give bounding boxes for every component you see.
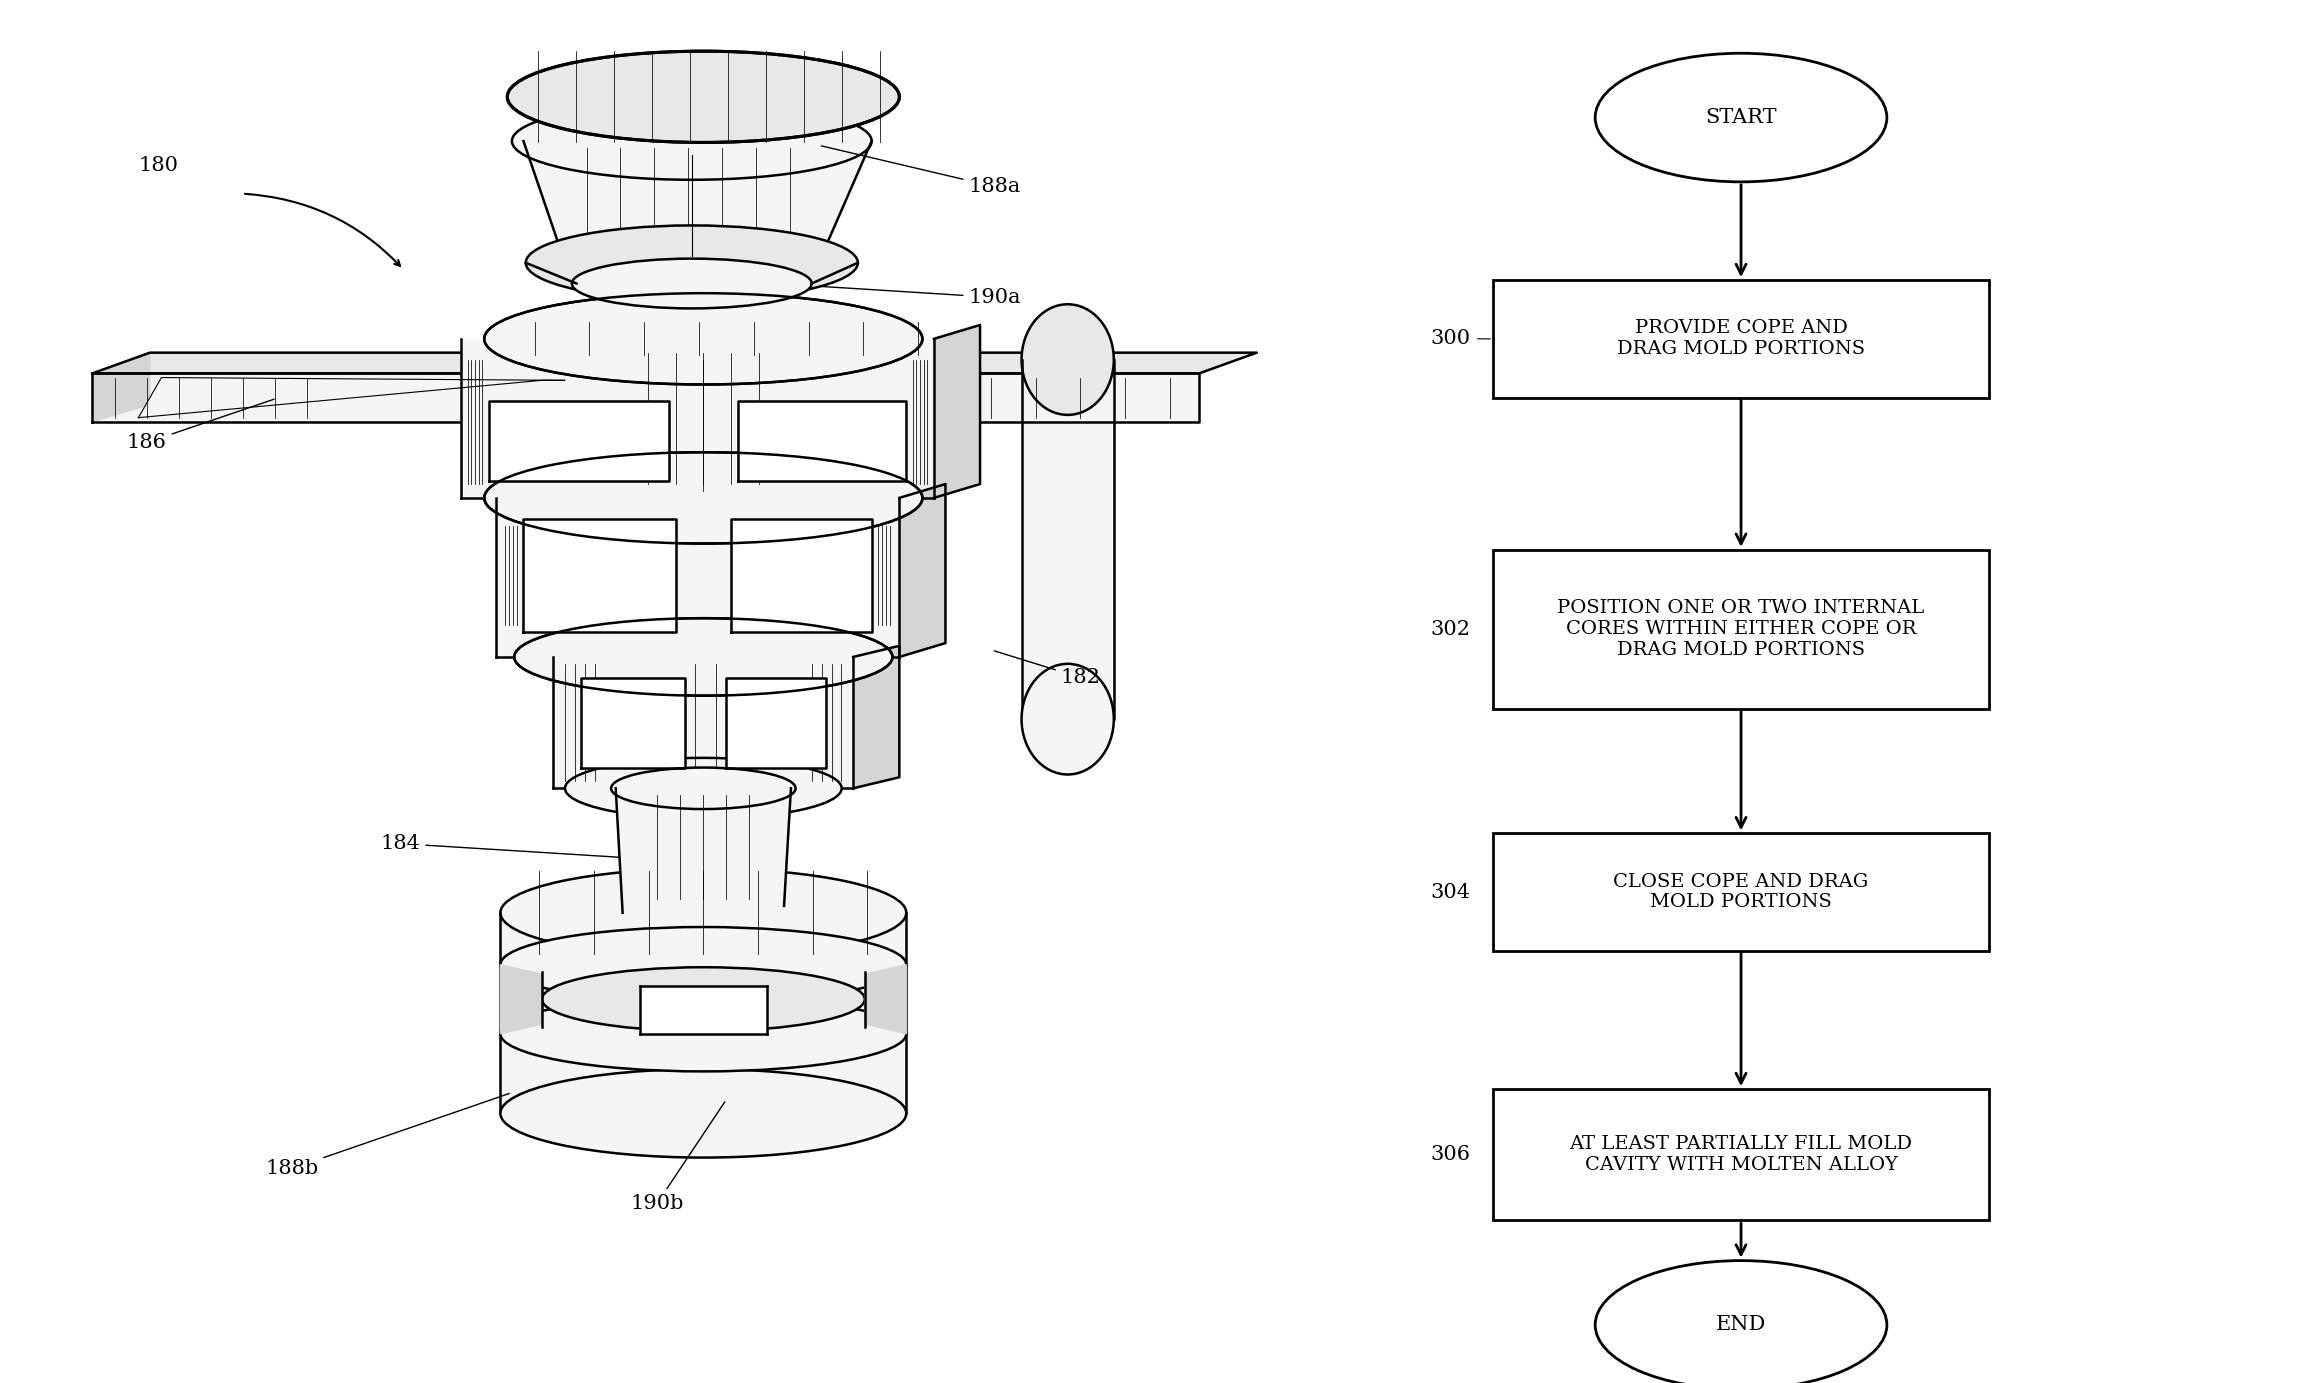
Ellipse shape bbox=[1022, 304, 1114, 415]
Polygon shape bbox=[934, 325, 980, 498]
Ellipse shape bbox=[565, 758, 842, 819]
Polygon shape bbox=[726, 678, 826, 768]
Polygon shape bbox=[639, 986, 766, 1034]
Bar bbox=[1494, 833, 1988, 952]
Text: 302: 302 bbox=[1430, 620, 1469, 639]
Ellipse shape bbox=[500, 996, 906, 1072]
Text: 182: 182 bbox=[994, 651, 1100, 687]
Text: 190b: 190b bbox=[630, 1102, 724, 1213]
Bar bbox=[1494, 279, 1988, 398]
Text: AT LEAST PARTIALLY FILL MOLD
CAVITY WITH MOLTEN ALLOY: AT LEAST PARTIALLY FILL MOLD CAVITY WITH… bbox=[1570, 1135, 1912, 1174]
Polygon shape bbox=[496, 498, 899, 657]
Ellipse shape bbox=[542, 967, 865, 1032]
Polygon shape bbox=[616, 788, 791, 913]
Ellipse shape bbox=[1596, 53, 1886, 183]
Bar bbox=[1494, 549, 1988, 708]
Text: CLOSE COPE AND DRAG
MOLD PORTIONS: CLOSE COPE AND DRAG MOLD PORTIONS bbox=[1614, 873, 1868, 911]
Polygon shape bbox=[489, 401, 669, 481]
Bar bbox=[1494, 1090, 1988, 1221]
Text: 184: 184 bbox=[380, 834, 620, 857]
Polygon shape bbox=[731, 519, 872, 632]
Text: 188a: 188a bbox=[821, 145, 1022, 196]
Text: 190a: 190a bbox=[821, 286, 1022, 307]
Text: PROVIDE COPE AND
DRAG MOLD PORTIONS: PROVIDE COPE AND DRAG MOLD PORTIONS bbox=[1617, 319, 1866, 358]
Polygon shape bbox=[865, 965, 906, 1034]
Polygon shape bbox=[500, 913, 906, 1113]
Polygon shape bbox=[138, 378, 565, 418]
Ellipse shape bbox=[1022, 664, 1114, 774]
Polygon shape bbox=[500, 965, 542, 1034]
Ellipse shape bbox=[500, 869, 906, 957]
Ellipse shape bbox=[500, 927, 906, 1003]
Polygon shape bbox=[738, 401, 906, 481]
Ellipse shape bbox=[512, 102, 872, 180]
Ellipse shape bbox=[558, 235, 826, 290]
Ellipse shape bbox=[572, 259, 812, 308]
Text: START: START bbox=[1704, 108, 1778, 127]
Ellipse shape bbox=[500, 1069, 906, 1158]
Ellipse shape bbox=[526, 225, 858, 300]
Text: END: END bbox=[1716, 1315, 1766, 1335]
Ellipse shape bbox=[1596, 1261, 1886, 1383]
Polygon shape bbox=[853, 646, 899, 788]
Text: 180: 180 bbox=[138, 156, 178, 176]
Polygon shape bbox=[523, 127, 565, 256]
Polygon shape bbox=[899, 484, 945, 657]
Text: 306: 306 bbox=[1430, 1145, 1469, 1164]
Polygon shape bbox=[576, 263, 812, 284]
Polygon shape bbox=[461, 339, 934, 498]
Ellipse shape bbox=[484, 452, 922, 544]
Polygon shape bbox=[523, 519, 676, 632]
Polygon shape bbox=[523, 141, 872, 263]
Polygon shape bbox=[581, 678, 685, 768]
Polygon shape bbox=[92, 353, 150, 422]
Ellipse shape bbox=[507, 51, 899, 142]
Ellipse shape bbox=[484, 293, 922, 384]
Polygon shape bbox=[842, 378, 1165, 418]
Text: 304: 304 bbox=[1430, 882, 1469, 902]
Polygon shape bbox=[553, 657, 853, 788]
Text: 188b: 188b bbox=[265, 1094, 510, 1178]
Text: POSITION ONE OR TWO INTERNAL
CORES WITHIN EITHER COPE OR
DRAG MOLD PORTIONS: POSITION ONE OR TWO INTERNAL CORES WITHI… bbox=[1557, 599, 1926, 660]
Polygon shape bbox=[92, 373, 1199, 422]
Ellipse shape bbox=[611, 768, 796, 809]
Ellipse shape bbox=[514, 618, 892, 696]
Text: 300: 300 bbox=[1430, 329, 1469, 349]
Polygon shape bbox=[1022, 360, 1114, 719]
Text: 186: 186 bbox=[127, 400, 274, 452]
Polygon shape bbox=[92, 353, 1257, 373]
